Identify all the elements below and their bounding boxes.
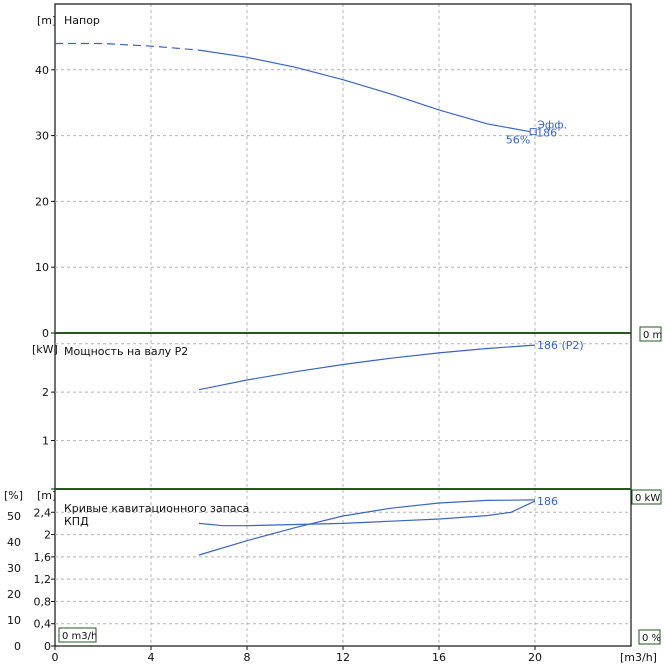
y-tick-m-2: 0,8 xyxy=(34,595,52,608)
panel-title-power: Мощность на валу P2 xyxy=(64,345,188,358)
y-tick-pct-3: 30 xyxy=(7,562,21,575)
y-tick-head-2: 20 xyxy=(35,195,49,208)
x-tick-5: 20 xyxy=(528,651,542,664)
y-tick-pct-4: 40 xyxy=(7,536,21,549)
y-tick-power-1: 1 xyxy=(42,435,49,448)
head-endpoint-marker xyxy=(529,128,537,136)
x-tick-2: 8 xyxy=(244,651,251,664)
y-tick-pct-2: 20 xyxy=(7,588,21,601)
head-curve-dashed xyxy=(55,42,200,51)
y-tick-m-5: 2 xyxy=(44,529,51,542)
badge-eff-zero-box xyxy=(638,629,661,645)
npsh-curve-label: 186 xyxy=(537,495,558,508)
y-tick-pct-0: 0 xyxy=(14,640,21,653)
y-axis-label-pct: [%] xyxy=(4,489,23,502)
x-axis-label: [m3/h] xyxy=(620,651,657,664)
panel-title-npsh: Кривые кавитационного запаса xyxy=(64,502,249,515)
badge-power-zero-box xyxy=(631,489,662,505)
panel-title-head: Напор xyxy=(64,14,100,27)
y-tick-pct-5: 50 xyxy=(7,510,21,523)
power-curve-label: 186 (P2) xyxy=(537,339,584,352)
y-tick-head-3: 30 xyxy=(35,130,49,143)
y-tick-head-0: 0 xyxy=(42,327,49,340)
x-tick-1: 4 xyxy=(148,651,155,664)
y-tick-m-6: 2,4 xyxy=(34,506,52,519)
x-tick-3: 12 xyxy=(336,651,350,664)
x-tick-0: 0 xyxy=(52,651,59,664)
y-tick-m-4: 1,6 xyxy=(34,551,52,564)
panel-subtitle-eff: КПД xyxy=(64,515,89,528)
badge-eff-zero: 0 % xyxy=(642,633,661,644)
y-tick-m-3: 1,2 xyxy=(34,573,52,586)
annotation-eff: Эфф. xyxy=(537,119,567,132)
head-curve-solid xyxy=(198,49,531,133)
y-axis-label-m: [m] xyxy=(37,489,56,502)
badge-flow-zero: 0 m3/h xyxy=(62,631,97,642)
badge-head-zero-box xyxy=(639,326,662,342)
badge-head-zero: 0 m xyxy=(643,330,662,341)
y-tick-head-1: 10 xyxy=(35,261,49,274)
badge-flow-zero-box xyxy=(58,627,97,643)
power-curve xyxy=(198,344,536,391)
y-tick-m-1: 0,4 xyxy=(34,618,52,631)
x-tick-4: 16 xyxy=(432,651,446,664)
y-tick-m-0: 0 xyxy=(44,640,51,653)
y-tick-head-4: 40 xyxy=(35,64,49,77)
efficiency-curve xyxy=(198,499,536,556)
npsh-curve xyxy=(198,500,536,527)
head-curve-label: 186 xyxy=(536,127,557,140)
y-tick-pct-1: 10 xyxy=(7,614,21,627)
annotation-eff-value: 56% xyxy=(506,134,530,147)
y-axis-label-power: [kW] xyxy=(32,343,58,356)
badge-power-zero: 0 kW xyxy=(635,493,660,504)
y-tick-power-2: 2 xyxy=(42,386,49,399)
y-axis-label-head: [m] xyxy=(37,14,56,27)
